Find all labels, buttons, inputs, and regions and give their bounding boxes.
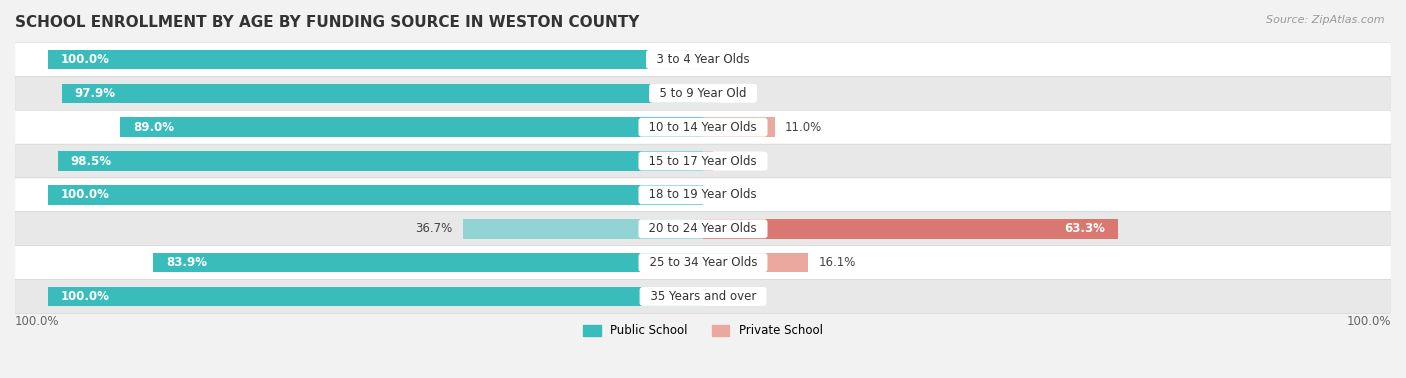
Bar: [48, 185, 703, 205]
Bar: [48, 287, 703, 306]
Bar: [153, 253, 703, 273]
Bar: [703, 84, 717, 103]
Bar: [48, 50, 703, 69]
Text: 98.5%: 98.5%: [70, 155, 112, 167]
Bar: [703, 151, 713, 171]
Bar: [703, 253, 808, 273]
Text: 5 to 9 Year Old: 5 to 9 Year Old: [652, 87, 754, 100]
Text: 63.3%: 63.3%: [1064, 222, 1105, 235]
Text: 0.0%: 0.0%: [713, 188, 742, 201]
Bar: [120, 118, 703, 137]
Text: 35 Years and over: 35 Years and over: [643, 290, 763, 303]
Text: 83.9%: 83.9%: [166, 256, 207, 269]
Text: 20 to 24 Year Olds: 20 to 24 Year Olds: [641, 222, 765, 235]
FancyBboxPatch shape: [15, 280, 1391, 313]
Bar: [58, 151, 703, 171]
Text: Source: ZipAtlas.com: Source: ZipAtlas.com: [1267, 15, 1385, 25]
Text: 3 to 4 Year Olds: 3 to 4 Year Olds: [650, 53, 756, 66]
Text: 15 to 17 Year Olds: 15 to 17 Year Olds: [641, 155, 765, 167]
FancyBboxPatch shape: [15, 178, 1391, 212]
Text: 100.0%: 100.0%: [60, 290, 110, 303]
Text: SCHOOL ENROLLMENT BY AGE BY FUNDING SOURCE IN WESTON COUNTY: SCHOOL ENROLLMENT BY AGE BY FUNDING SOUR…: [15, 15, 640, 30]
Bar: [62, 84, 703, 103]
Text: 100.0%: 100.0%: [1347, 315, 1391, 328]
Text: 16.1%: 16.1%: [818, 256, 856, 269]
Bar: [463, 219, 703, 239]
Text: 25 to 34 Year Olds: 25 to 34 Year Olds: [641, 256, 765, 269]
FancyBboxPatch shape: [15, 43, 1391, 76]
FancyBboxPatch shape: [15, 110, 1391, 144]
Bar: [703, 118, 775, 137]
Text: 0.0%: 0.0%: [713, 53, 742, 66]
Text: 10 to 14 Year Olds: 10 to 14 Year Olds: [641, 121, 765, 134]
Text: 36.7%: 36.7%: [415, 222, 453, 235]
Text: 89.0%: 89.0%: [134, 121, 174, 134]
Text: 2.1%: 2.1%: [727, 87, 756, 100]
Text: 100.0%: 100.0%: [60, 188, 110, 201]
Text: 1.5%: 1.5%: [723, 155, 752, 167]
Text: 18 to 19 Year Olds: 18 to 19 Year Olds: [641, 188, 765, 201]
Text: 0.0%: 0.0%: [713, 290, 742, 303]
Text: 11.0%: 11.0%: [785, 121, 823, 134]
FancyBboxPatch shape: [15, 144, 1391, 178]
Bar: [703, 219, 1118, 239]
Text: 100.0%: 100.0%: [15, 315, 59, 328]
Legend: Public School, Private School: Public School, Private School: [579, 320, 827, 342]
Text: 100.0%: 100.0%: [60, 53, 110, 66]
FancyBboxPatch shape: [15, 76, 1391, 110]
Text: 97.9%: 97.9%: [75, 87, 115, 100]
FancyBboxPatch shape: [15, 212, 1391, 246]
FancyBboxPatch shape: [15, 246, 1391, 280]
